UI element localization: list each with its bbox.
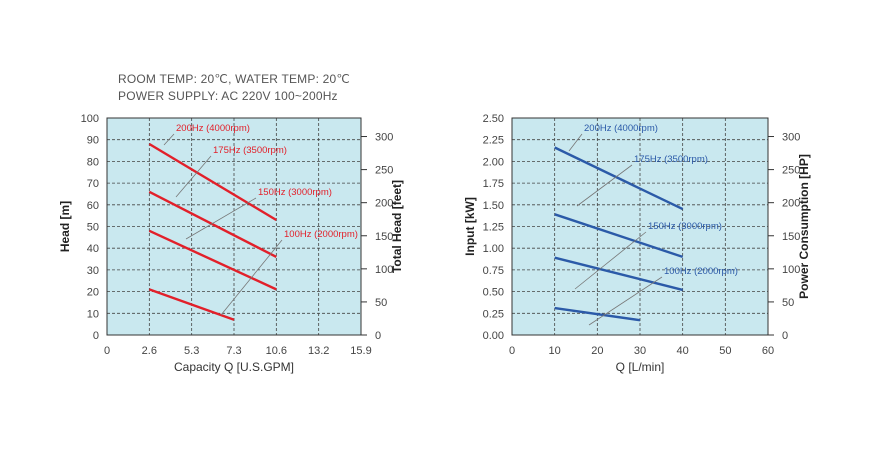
y-tick-label: 10 <box>87 308 99 320</box>
x-tick-label: 50 <box>719 345 731 357</box>
x-tick-label: 10.6 <box>266 345 287 357</box>
series-label: 100Hz (2000rpm) <box>664 266 738 277</box>
series-label: 175Hz (3500rpm) <box>213 145 287 156</box>
y2-tick-label: 100 <box>375 264 393 276</box>
y-tick-label: 0.25 <box>483 308 504 320</box>
x-tick-label: 0 <box>509 345 515 357</box>
series-line <box>554 213 684 259</box>
series-line <box>148 190 277 258</box>
x-tick-label: 10 <box>549 345 561 357</box>
x-tick-label: 2.6 <box>142 345 157 357</box>
y-tick-label: 0 <box>93 330 99 342</box>
y2-tick-label: 200 <box>782 198 800 210</box>
series-leader-line <box>576 164 633 207</box>
series-label: 150Hz (3000rpm) <box>258 187 332 198</box>
y-tick-label: 30 <box>87 265 99 277</box>
y-tick-label: 80 <box>87 156 99 168</box>
x-tick-label: 60 <box>762 345 774 357</box>
x-tick-label: 5.3 <box>184 345 199 357</box>
y2-tick-label: 200 <box>375 198 393 210</box>
series-line <box>148 288 235 321</box>
y-tick-label: 1.00 <box>483 243 504 255</box>
x-axis-title: Capacity Q [U.S.GPM] <box>174 360 294 374</box>
series-leader-line <box>220 239 283 316</box>
plot-frame <box>511 117 769 336</box>
y2-tick-label: 150 <box>782 231 800 243</box>
y-tick-label: 0.50 <box>483 287 504 299</box>
series-label: 200Hz (4000rpm) <box>176 123 250 134</box>
x-axis-title: Q [L/min] <box>616 360 665 374</box>
y2-tick-label: 50 <box>375 297 387 309</box>
y2-tick-label: 250 <box>782 165 800 177</box>
series-line <box>554 146 684 211</box>
series-leader-line <box>588 276 663 326</box>
series-line <box>148 142 277 222</box>
x-tick-label: 7.3 <box>226 345 241 357</box>
x-tick-label: 40 <box>677 345 689 357</box>
series-leader-line <box>568 133 583 152</box>
condition-room-temp: ROOM TEMP: 20℃, WATER TEMP: 20℃ <box>118 72 351 86</box>
series-leader-line <box>185 197 257 240</box>
series-label: 175Hz (3500rpm) <box>634 154 708 165</box>
y-tick-label: 70 <box>87 178 99 190</box>
y-tick-label: 90 <box>87 135 99 147</box>
y2-axis-title: Total Head [feet] <box>390 180 404 273</box>
y-axis-title: Input [kW] <box>463 197 477 256</box>
series-line <box>554 306 641 322</box>
y2-tick-label: 50 <box>782 297 794 309</box>
series-label: 150Hz (3000rpm) <box>648 221 722 232</box>
y-tick-label: 40 <box>87 243 99 255</box>
y-tick-label: 60 <box>87 200 99 212</box>
series-leader-line <box>175 155 212 198</box>
series-label: 200Hz (4000rpm) <box>584 123 658 134</box>
y2-tick-label: 0 <box>782 330 788 342</box>
y-tick-label: 2.25 <box>483 135 504 147</box>
y2-tick-label: 150 <box>375 231 393 243</box>
x-tick-label: 20 <box>591 345 603 357</box>
y2-tick-label: 250 <box>375 165 393 177</box>
y2-tick-label: 300 <box>782 132 800 144</box>
plot-frame <box>106 117 362 336</box>
x-tick-label: 0 <box>104 345 110 357</box>
y-tick-label: 50 <box>87 222 99 234</box>
x-tick-label: 30 <box>634 345 646 357</box>
y-tick-label: 100 <box>81 113 99 125</box>
y-tick-label: 1.75 <box>483 178 504 190</box>
x-tick-label: 13.2 <box>308 345 329 357</box>
y-tick-label: 2.50 <box>483 113 504 125</box>
series-line <box>554 256 683 292</box>
series-line <box>148 229 277 291</box>
y-tick-label: 0.00 <box>483 330 504 342</box>
y-tick-label: 2.00 <box>483 156 504 168</box>
y2-tick-label: 0 <box>375 330 381 342</box>
x-tick-label: 15.9 <box>350 345 371 357</box>
condition-power-supply: POWER SUPPLY: AC 220V 100~200Hz <box>118 89 338 103</box>
y-tick-label: 0.75 <box>483 265 504 277</box>
y2-tick-label: 300 <box>375 132 393 144</box>
y2-tick-label: 100 <box>782 264 800 276</box>
y-tick-label: 1.25 <box>483 222 504 234</box>
series-leader-line <box>574 231 647 290</box>
y-tick-label: 1.50 <box>483 200 504 212</box>
series-leader-line <box>163 133 175 146</box>
y-axis-title: Head [m] <box>58 201 72 252</box>
y-tick-label: 20 <box>87 287 99 299</box>
y2-axis-title: Power Consumption [HP] <box>797 154 811 299</box>
series-label: 100Hz (2000rpm) <box>284 229 358 240</box>
